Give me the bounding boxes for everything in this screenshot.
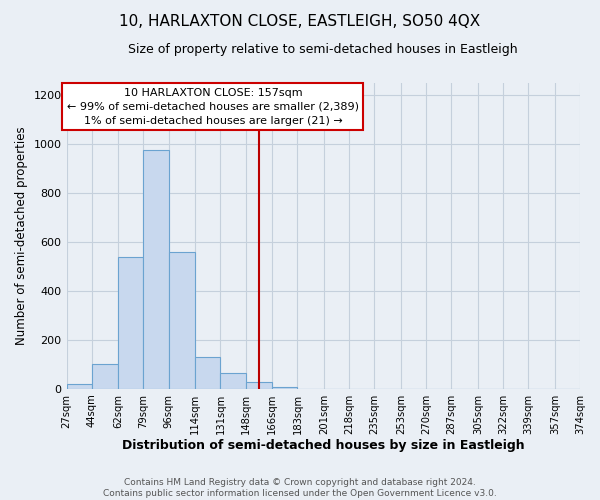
Bar [195, 357, 220, 388]
Text: 10, HARLAXTON CLOSE, EASTLEIGH, SO50 4QX: 10, HARLAXTON CLOSE, EASTLEIGH, SO50 4QX [119, 14, 481, 29]
Bar [245, 382, 272, 388]
Bar [118, 256, 143, 388]
Bar [92, 364, 118, 388]
Bar [67, 384, 92, 388]
Bar [220, 373, 245, 388]
X-axis label: Distribution of semi-detached houses by size in Eastleigh: Distribution of semi-detached houses by … [122, 440, 524, 452]
Bar [272, 387, 298, 388]
Y-axis label: Number of semi-detached properties: Number of semi-detached properties [15, 126, 28, 345]
Bar [143, 150, 169, 388]
Text: Contains HM Land Registry data © Crown copyright and database right 2024.
Contai: Contains HM Land Registry data © Crown c… [103, 478, 497, 498]
Bar [169, 252, 195, 388]
Text: 10 HARLAXTON CLOSE: 157sqm
← 99% of semi-detached houses are smaller (2,389)
1% : 10 HARLAXTON CLOSE: 157sqm ← 99% of semi… [67, 88, 359, 126]
Title: Size of property relative to semi-detached houses in Eastleigh: Size of property relative to semi-detach… [128, 42, 518, 56]
